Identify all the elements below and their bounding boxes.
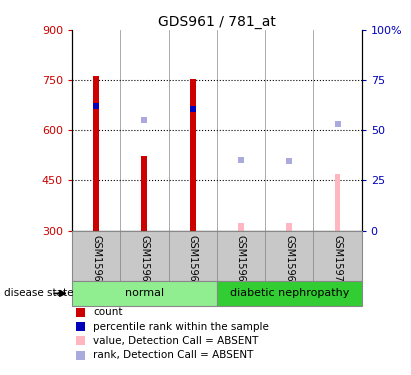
Text: GSM15965: GSM15965 xyxy=(91,235,101,288)
Text: normal: normal xyxy=(125,288,164,298)
Text: GSM15968: GSM15968 xyxy=(236,235,246,288)
Bar xyxy=(120,231,169,281)
Text: GSM15966: GSM15966 xyxy=(139,235,149,288)
Text: GSM15970: GSM15970 xyxy=(332,235,342,288)
Bar xyxy=(217,281,362,306)
Text: GSM15967: GSM15967 xyxy=(188,235,198,288)
Text: rank, Detection Call = ABSENT: rank, Detection Call = ABSENT xyxy=(93,350,254,360)
Text: diabetic nephropathy: diabetic nephropathy xyxy=(230,288,349,298)
Text: value, Detection Call = ABSENT: value, Detection Call = ABSENT xyxy=(93,336,259,346)
Title: GDS961 / 781_at: GDS961 / 781_at xyxy=(158,15,276,29)
Bar xyxy=(169,231,217,281)
Text: GSM15969: GSM15969 xyxy=(284,235,294,288)
Bar xyxy=(141,156,147,231)
Bar xyxy=(314,231,362,281)
Bar xyxy=(335,174,340,231)
Bar xyxy=(217,231,265,281)
Text: percentile rank within the sample: percentile rank within the sample xyxy=(93,322,269,332)
Bar xyxy=(72,281,217,306)
Text: count: count xyxy=(93,308,123,317)
Bar xyxy=(265,231,314,281)
Bar xyxy=(93,76,99,231)
Text: disease state: disease state xyxy=(4,288,74,298)
Bar xyxy=(190,80,196,231)
Bar xyxy=(286,223,292,231)
Bar xyxy=(72,231,120,281)
Bar xyxy=(238,223,244,231)
